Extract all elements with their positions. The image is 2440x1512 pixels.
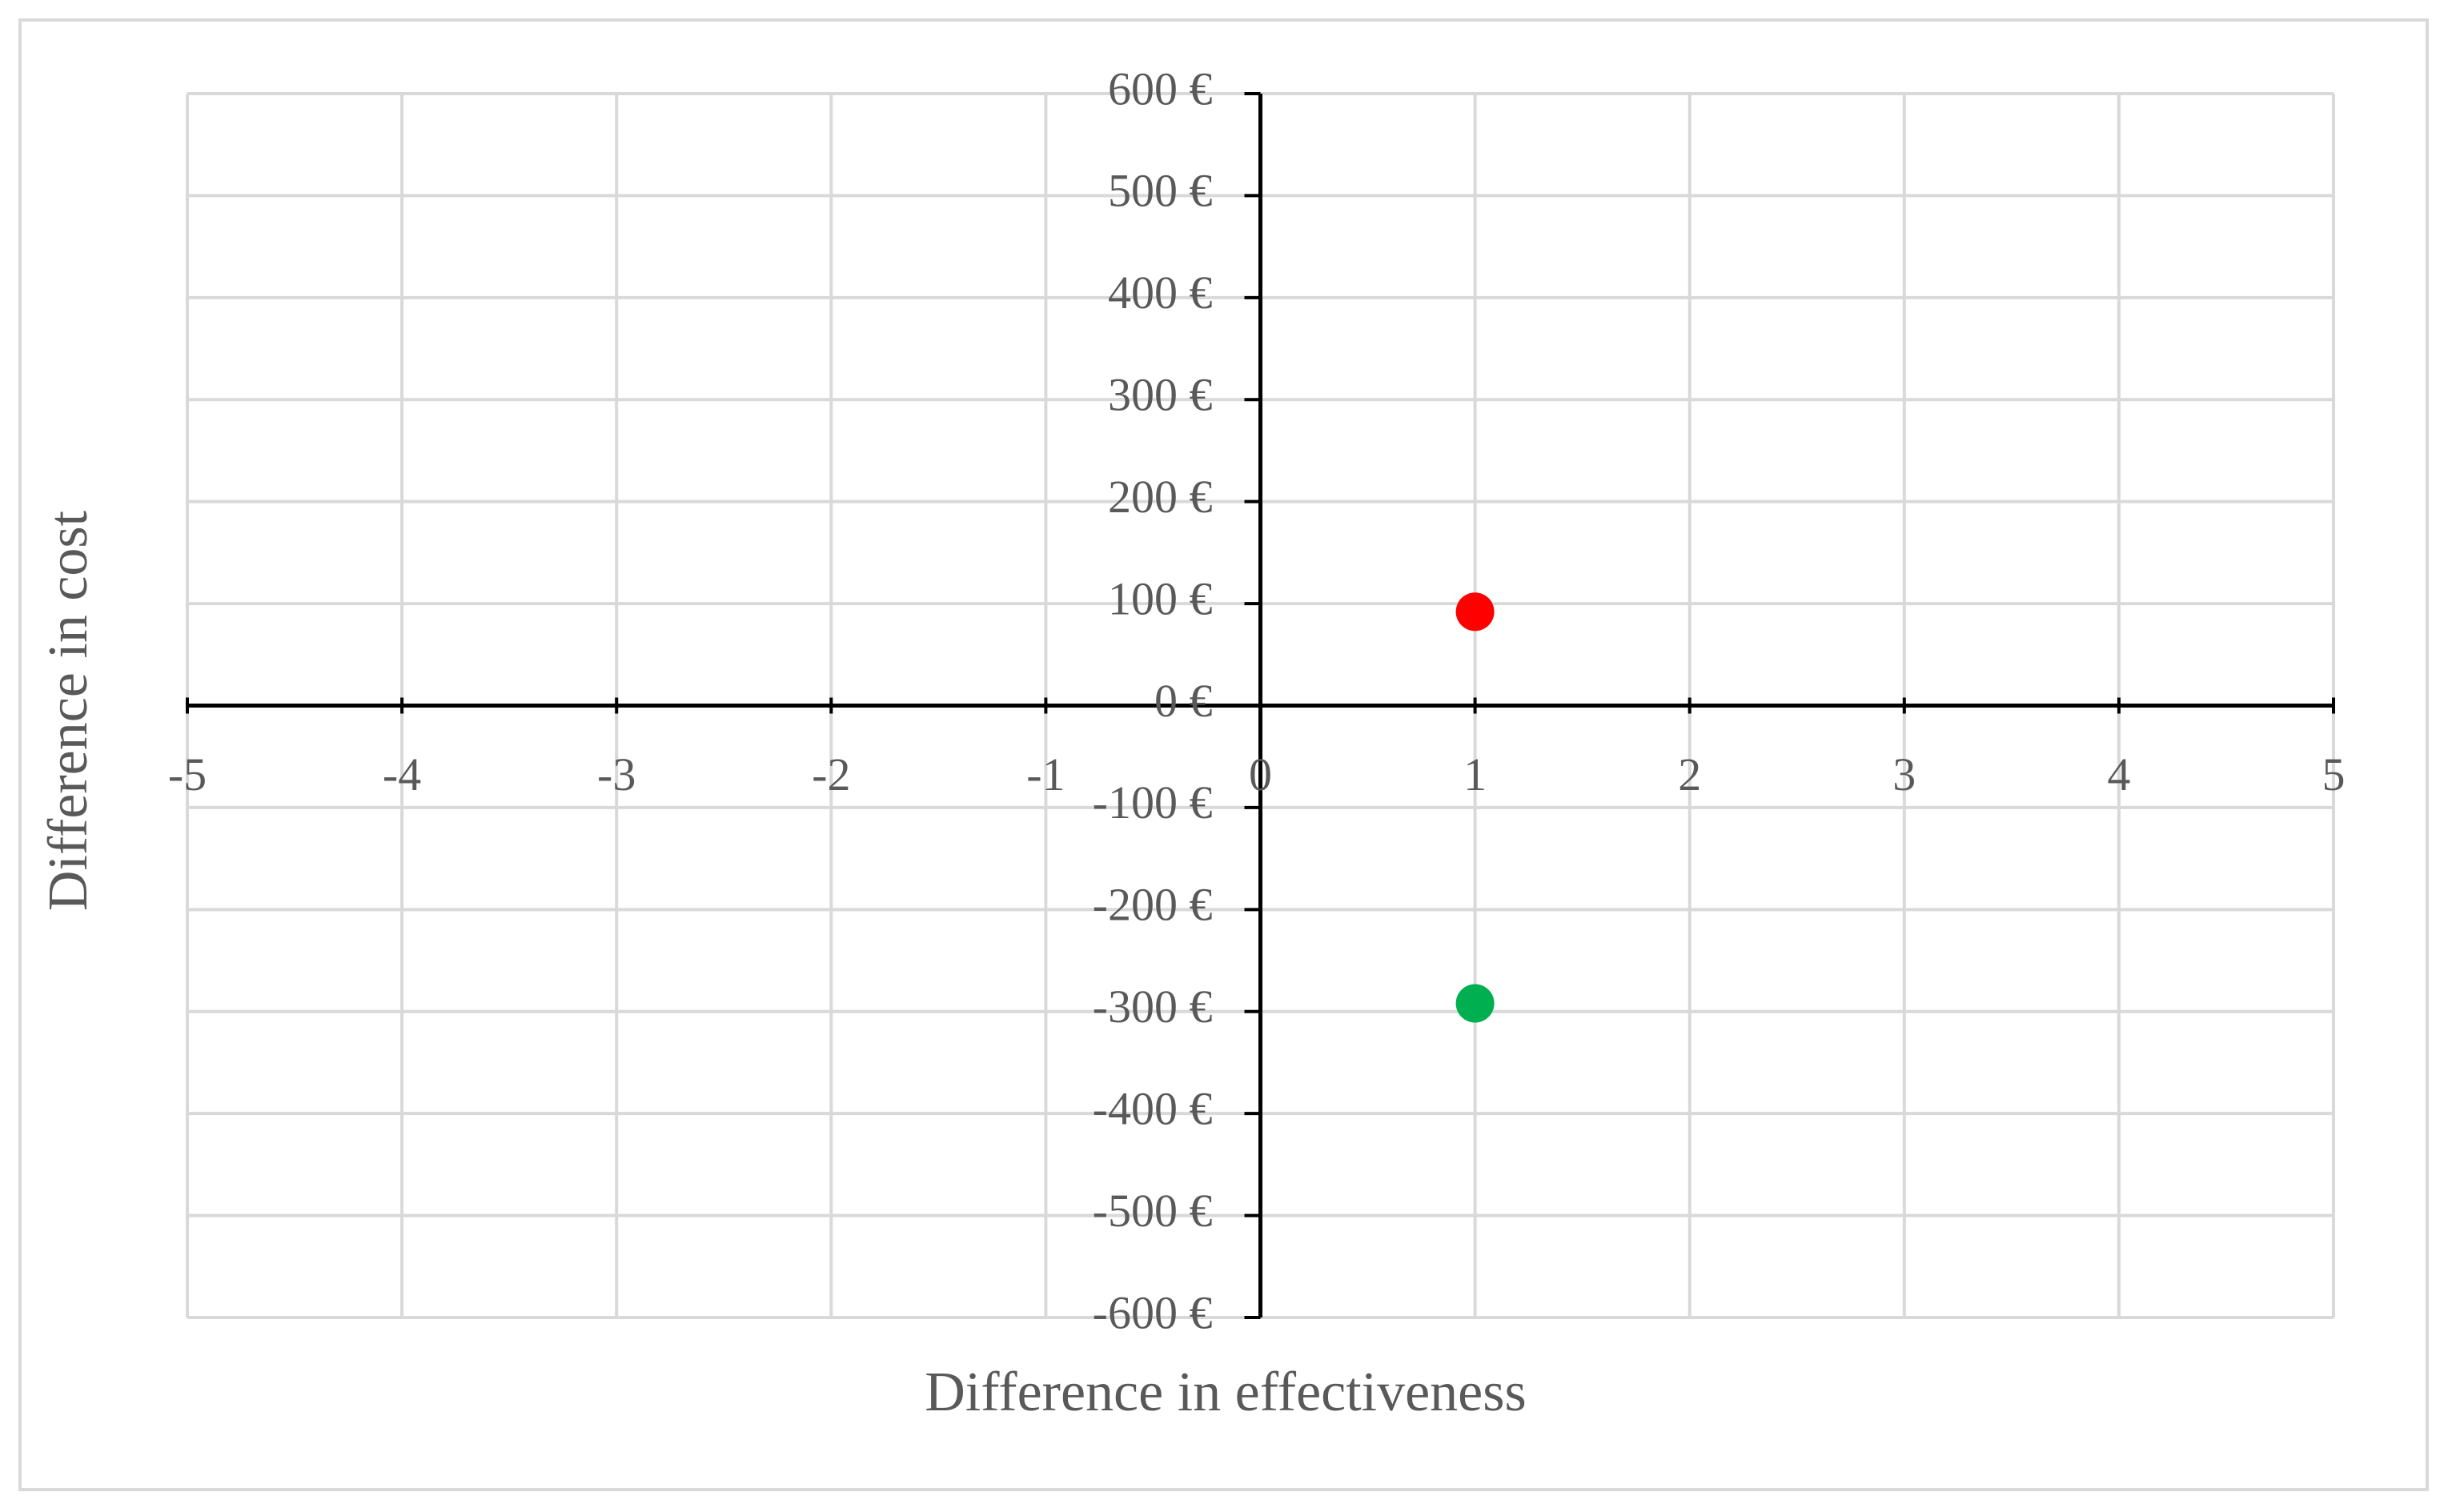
y-tick-label: -600 € <box>1093 1286 1213 1338</box>
x-tick-label: -1 <box>1026 748 1065 800</box>
x-axis-title: Difference in effectiveness <box>925 1362 1526 1423</box>
y-tick-label: 400 € <box>1108 267 1213 319</box>
y-tick-label: 500 € <box>1108 165 1213 217</box>
y-tick-label: -400 € <box>1093 1082 1213 1134</box>
x-tick-label: 3 <box>1892 748 1916 800</box>
y-axis-title: Difference in cost <box>38 510 99 911</box>
marks <box>1455 592 1495 1023</box>
axes <box>186 92 2335 1319</box>
y-tick-label: -100 € <box>1093 776 1213 828</box>
x-tick-label: -2 <box>812 748 850 800</box>
y-tick-label: -200 € <box>1093 879 1213 931</box>
x-tick-label: -4 <box>383 748 421 800</box>
x-tick-label: 5 <box>2322 748 2346 800</box>
labels: -5 -4 -3 -2 -1 0 1 2 3 4 5 -600 € -500 € -400 € -300 €… <box>168 62 2346 1338</box>
point <box>1455 984 1495 1023</box>
chart-border <box>18 18 2429 1491</box>
y-tick-label: 0 € <box>1154 675 1213 727</box>
y-tick-label: 300 € <box>1108 369 1213 421</box>
x-tick-label: 0 <box>1249 748 1272 800</box>
y-tick-label: 600 € <box>1108 62 1213 114</box>
x-tick-label: -5 <box>168 748 207 800</box>
y-tick-label: -500 € <box>1093 1185 1213 1237</box>
y-tick-label: -300 € <box>1093 981 1213 1033</box>
y-tick-label: 100 € <box>1108 572 1213 624</box>
point <box>1455 592 1495 632</box>
y-tick-label: 200 € <box>1108 471 1213 523</box>
x-tick-label: 1 <box>1463 748 1487 800</box>
x-tick-label: -3 <box>597 748 636 800</box>
x-tick-label: 4 <box>2107 748 2130 800</box>
x-tick-label: 2 <box>1678 748 1701 800</box>
